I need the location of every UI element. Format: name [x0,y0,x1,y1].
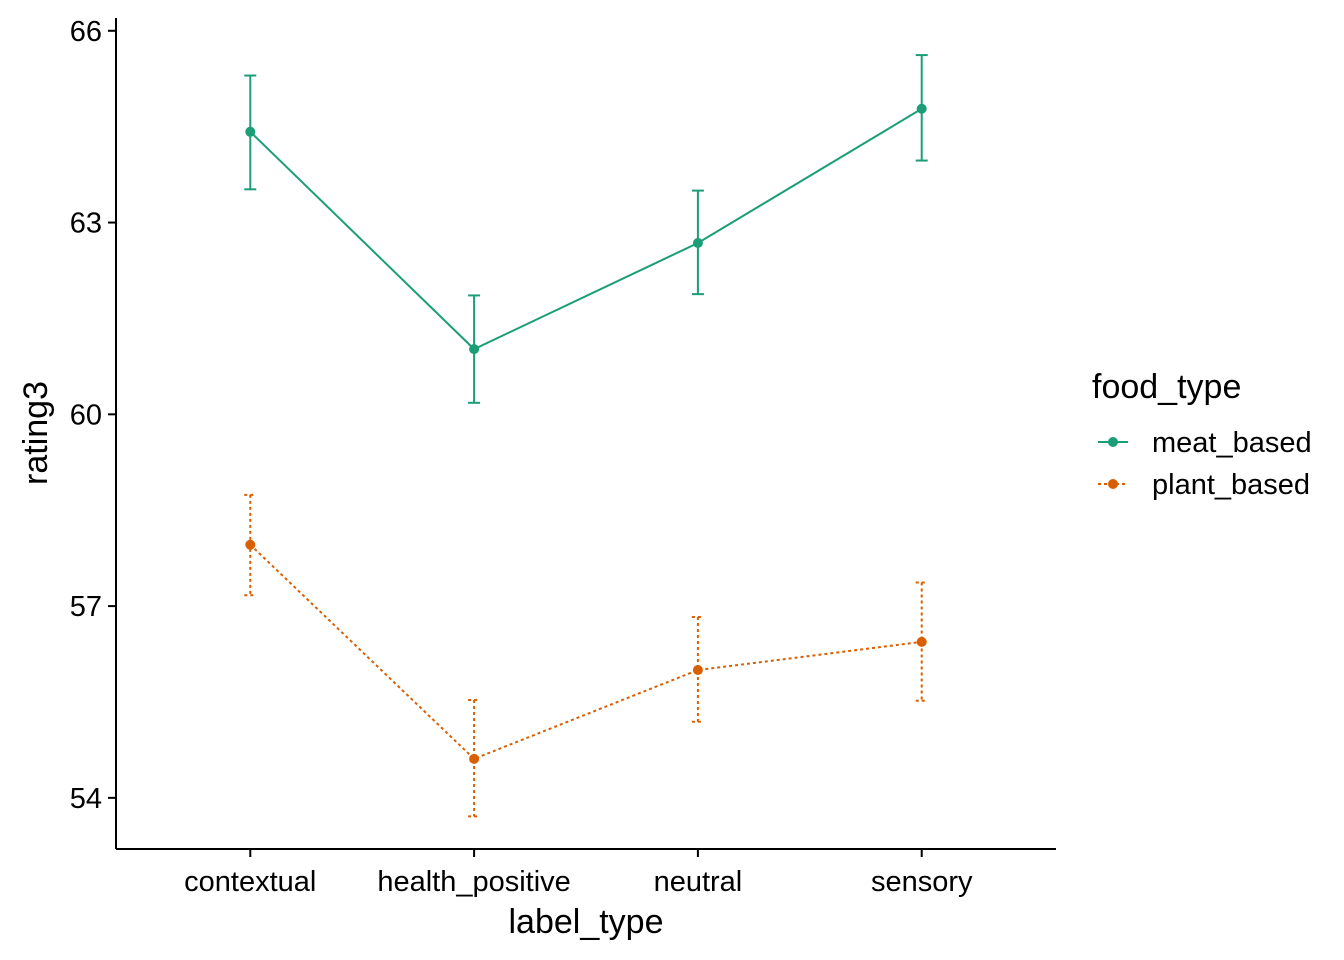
legend-item-meat_based: meat_based [1098,427,1312,459]
legend-items: meat_based plant_based [1098,427,1312,501]
y-tick-label: 63 [70,208,102,240]
legend-key-point [1108,479,1118,489]
legend-item-plant_based: plant_based [1098,469,1310,501]
legend-key-point [1108,437,1118,447]
x-axis-ticks: contextual health_positive neutral sensory [184,849,973,898]
legend: food_type meat_based plant_based [1092,368,1312,501]
series-meat_based [244,54,928,404]
x-tick-label: sensory [871,866,973,898]
data-point [692,665,703,676]
x-tick-label: health_positive [377,866,570,898]
y-tick-label: 54 [70,783,102,815]
legend-title: food_type [1092,368,1241,406]
y-axis-ticks: 54 57 60 63 66 [70,16,116,815]
data-point [916,103,927,114]
error-bar [915,581,928,702]
plot-marks [244,54,928,818]
data-point [692,238,703,249]
data-point [916,636,927,647]
data-point [245,126,256,137]
y-axis-title: rating3 [17,381,55,485]
x-tick-label: neutral [654,866,743,898]
legend-label: meat_based [1152,427,1312,459]
y-tick-label: 66 [70,16,102,48]
series-plant_based [244,493,928,818]
series-line [249,544,922,761]
legend-label: plant_based [1152,469,1310,501]
series-line [249,107,923,351]
x-axis-title: label_type [508,903,663,941]
y-tick-label: 60 [70,399,102,431]
error-bar [468,699,481,818]
y-tick-label: 57 [70,591,102,623]
x-tick-label: contextual [184,866,316,898]
data-point [469,753,480,764]
data-point [469,344,480,355]
error-bar [691,615,704,723]
data-point [245,539,256,550]
